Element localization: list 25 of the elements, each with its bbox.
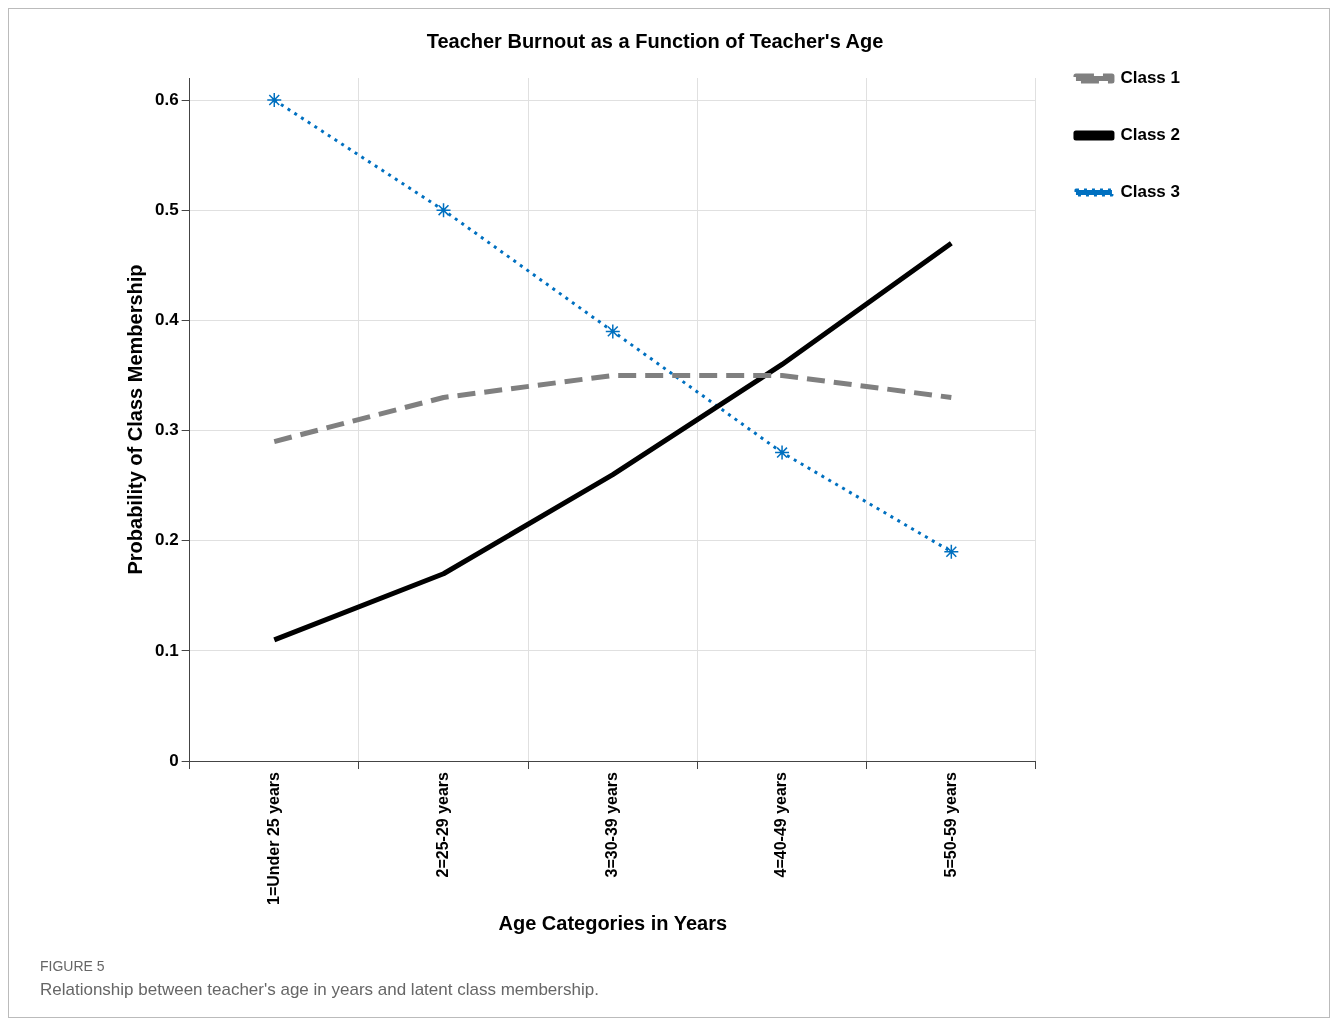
text: Relationship between teacher's age in years and latent class membership. — [40, 980, 599, 1000]
y-tick-label: 0.1 — [154, 640, 179, 660]
chart-title: Teacher Burnout as a Function of Teacher's Age — [426, 29, 884, 52]
legend-label: Class 1 — [1120, 68, 1181, 88]
legend-label: Class 2 — [1120, 125, 1181, 145]
x-tick-label: 2=25-29 years — [433, 771, 451, 878]
point — [605, 323, 621, 340]
point — [266, 92, 283, 108]
legend-label: Class 3 — [1120, 182, 1181, 202]
caption: FIGURE 5 — [40, 958, 106, 974]
point — [943, 543, 960, 560]
y-tick-label: 0.4 — [154, 310, 180, 330]
point — [774, 444, 790, 461]
x-tick-label: 1=Under 25 years — [264, 771, 282, 906]
x-tick-label: 3=30-39 years — [603, 771, 621, 878]
y-axis-title: Probability of Class Membership — [123, 264, 146, 575]
y-tick-label: 0.3 — [154, 420, 179, 440]
point — [435, 202, 452, 218]
y-tick-label: 0.5 — [154, 199, 179, 219]
y-tick-label: 0.2 — [154, 530, 179, 550]
x-axis-title: Age Categories in Years — [498, 911, 728, 934]
y-tick-label: 0.6 — [154, 89, 179, 109]
y-tick-label: 0 — [169, 750, 179, 770]
x-tick-label: 5=50-59 years — [941, 771, 959, 878]
x-tick-label: 4=40-49 years — [772, 771, 790, 878]
